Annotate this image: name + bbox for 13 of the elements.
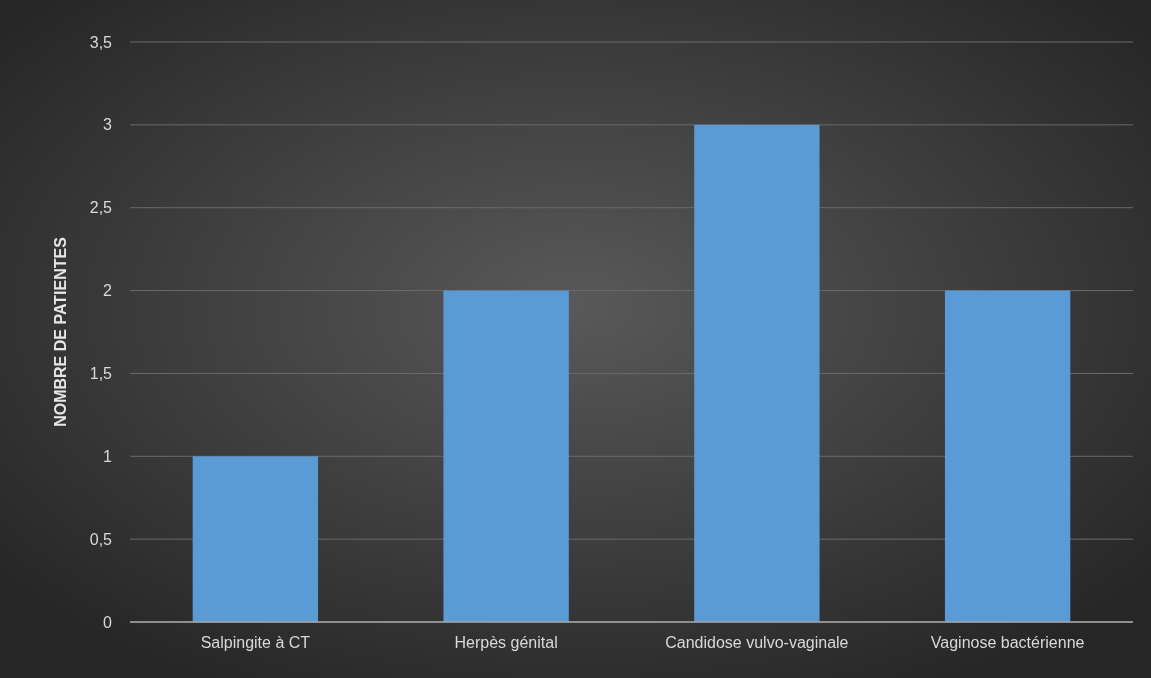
y-tick-label: 1 [103, 447, 113, 465]
y-tick-label: 2 [103, 282, 113, 300]
y-tick-label: 0,5 [89, 530, 113, 548]
x-tick-label: Vaginose bactérienne [930, 634, 1085, 651]
y-tick-label: 3 [103, 116, 113, 134]
x-tick-label: Candidose vulvo-vaginale [665, 634, 849, 651]
y-tick-label: 3,5 [89, 33, 113, 51]
x-tick-label: Herpès génital [454, 634, 558, 651]
y-tick-label: 1,5 [89, 365, 113, 383]
y-axis-title: NOMBRE DE PATIENTES [52, 236, 69, 427]
y-tick-label: 0 [103, 613, 113, 631]
x-tick-label: Salpingite à CT [200, 634, 311, 651]
y-tick-label: 2,5 [89, 199, 113, 217]
